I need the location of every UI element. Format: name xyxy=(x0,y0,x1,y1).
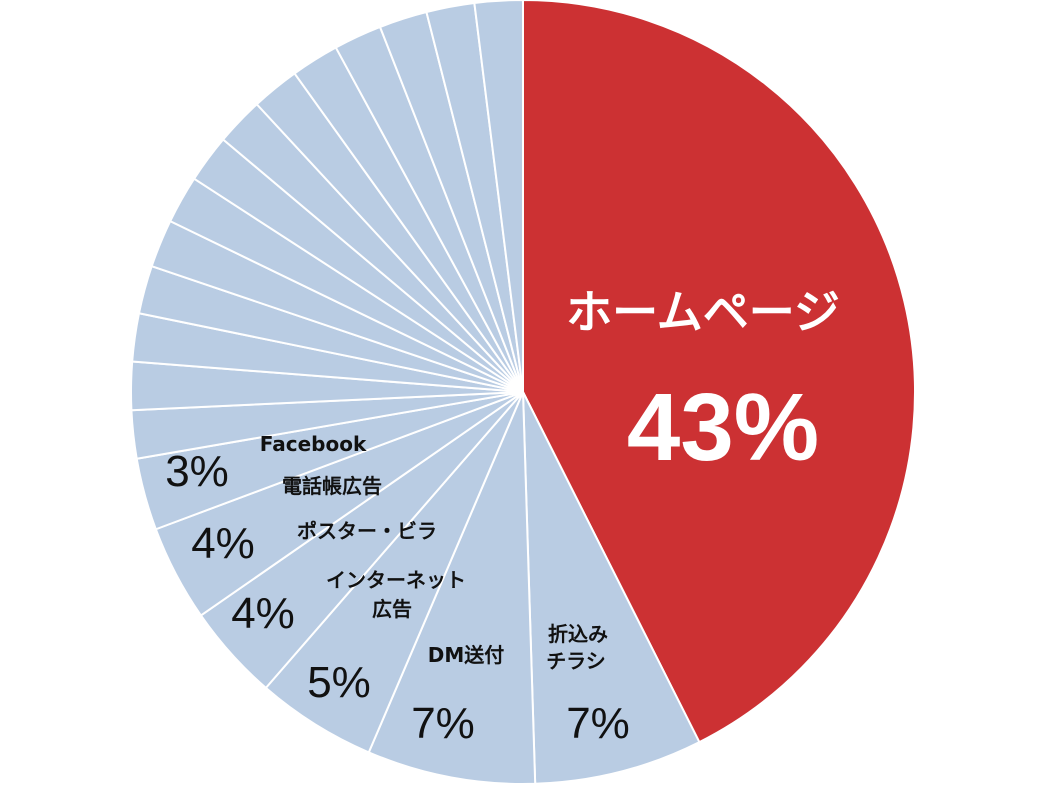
label-dm: DM送付 xyxy=(428,643,505,667)
value-dm: 7% xyxy=(411,699,475,748)
label-phonebook: 電話帳広告 xyxy=(282,474,382,498)
pie-slice-2 xyxy=(367,391,537,785)
value-facebook: 3% xyxy=(165,447,229,496)
label-internet-line2: 広告 xyxy=(372,597,412,621)
pie-slice-1 xyxy=(522,391,701,785)
value-orikomi: 7% xyxy=(566,699,630,748)
label-internet-line1: インターネット xyxy=(326,568,466,592)
label-homepage: ホームページ xyxy=(566,285,840,339)
value-poster: 4% xyxy=(231,589,295,638)
pie-slices xyxy=(130,0,916,785)
pie-slice-20 xyxy=(473,0,524,393)
pie-slice-0 xyxy=(522,0,916,744)
value-phonebook: 4% xyxy=(191,519,255,568)
label-poster: ポスター・ビラ xyxy=(297,519,437,543)
label-orikomi-line2: チラシ xyxy=(546,649,606,673)
label-facebook: Facebook xyxy=(260,432,367,456)
label-orikomi-line1: 折込み xyxy=(548,622,608,646)
value-homepage: 43% xyxy=(627,374,819,481)
value-internet: 5% xyxy=(307,658,371,707)
